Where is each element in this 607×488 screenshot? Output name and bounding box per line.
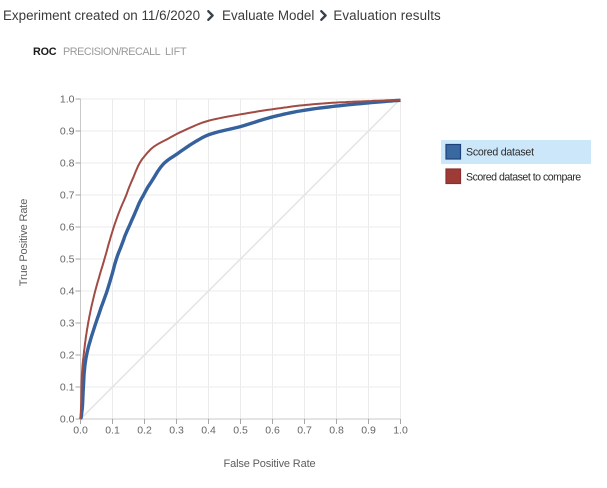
svg-text:0.6: 0.6 bbox=[60, 222, 75, 234]
svg-text:0.7: 0.7 bbox=[297, 425, 312, 437]
svg-text:0.1: 0.1 bbox=[60, 382, 75, 394]
svg-text:0.4: 0.4 bbox=[60, 286, 75, 298]
svg-text:0.5: 0.5 bbox=[233, 425, 248, 437]
svg-text:0.9: 0.9 bbox=[361, 425, 376, 437]
svg-text:0.3: 0.3 bbox=[60, 318, 75, 330]
svg-text:False Positive Rate: False Positive Rate bbox=[224, 458, 316, 470]
svg-text:0.0: 0.0 bbox=[60, 414, 75, 426]
svg-text:0.8: 0.8 bbox=[60, 158, 75, 170]
svg-text:0.3: 0.3 bbox=[169, 425, 184, 437]
svg-text:0.1: 0.1 bbox=[105, 425, 120, 437]
svg-text:1.0: 1.0 bbox=[60, 94, 75, 106]
svg-text:0.8: 0.8 bbox=[329, 425, 344, 437]
svg-text:True Positive Rate: True Positive Rate bbox=[18, 199, 30, 286]
svg-text:Scored dataset: Scored dataset bbox=[466, 147, 534, 159]
svg-text:0.9: 0.9 bbox=[60, 126, 75, 138]
svg-text:Scored dataset to compare: Scored dataset to compare bbox=[466, 172, 581, 184]
svg-text:0.7: 0.7 bbox=[60, 190, 75, 202]
svg-text:0.4: 0.4 bbox=[201, 425, 216, 437]
svg-text:1.0: 1.0 bbox=[393, 425, 408, 437]
svg-text:0.5: 0.5 bbox=[60, 254, 75, 266]
svg-text:0.0: 0.0 bbox=[73, 425, 88, 437]
svg-text:0.2: 0.2 bbox=[137, 425, 152, 437]
svg-text:0.6: 0.6 bbox=[265, 425, 280, 437]
svg-text:0.2: 0.2 bbox=[60, 350, 75, 362]
